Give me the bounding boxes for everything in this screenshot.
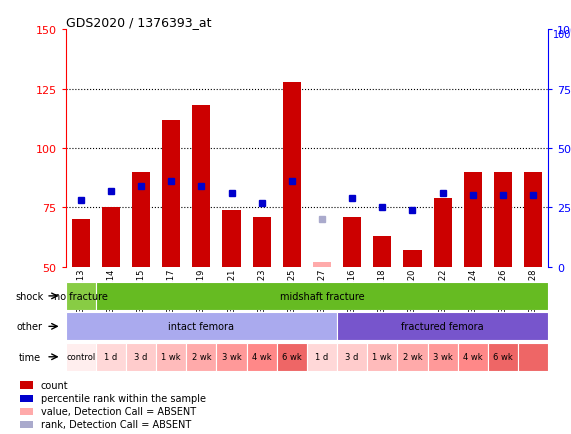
Bar: [66, 312, 337, 341]
Bar: [367, 343, 397, 371]
Bar: [518, 343, 548, 371]
Bar: [19, 381, 33, 390]
Text: 6 wk: 6 wk: [282, 352, 301, 362]
Text: 2 wk: 2 wk: [403, 352, 423, 362]
Text: 6 wk: 6 wk: [493, 352, 513, 362]
Text: rank, Detection Call = ABSENT: rank, Detection Call = ABSENT: [41, 420, 191, 430]
Bar: [126, 343, 156, 371]
Bar: [247, 343, 277, 371]
Bar: [162, 120, 180, 267]
Text: value, Detection Call = ABSENT: value, Detection Call = ABSENT: [41, 407, 196, 417]
Bar: [96, 343, 126, 371]
Text: time: time: [19, 352, 41, 362]
Bar: [66, 282, 96, 310]
Bar: [156, 343, 186, 371]
Bar: [19, 408, 33, 415]
Bar: [494, 172, 512, 267]
Text: 1 wk: 1 wk: [372, 352, 392, 362]
Bar: [403, 250, 421, 267]
Bar: [66, 343, 96, 371]
Text: 4 wk: 4 wk: [463, 352, 482, 362]
Bar: [397, 343, 428, 371]
Bar: [458, 343, 488, 371]
Text: 100%: 100%: [553, 30, 571, 40]
Bar: [102, 208, 120, 267]
Text: 1 d: 1 d: [315, 352, 329, 362]
Text: 1 d: 1 d: [104, 352, 118, 362]
Bar: [132, 172, 150, 267]
Text: 1 wk: 1 wk: [162, 352, 181, 362]
Bar: [283, 82, 301, 267]
Bar: [307, 343, 337, 371]
Bar: [524, 172, 542, 267]
Bar: [433, 198, 452, 267]
Bar: [343, 217, 361, 267]
Bar: [464, 172, 482, 267]
Text: fractured femora: fractured femora: [401, 322, 484, 332]
Bar: [192, 106, 210, 267]
Bar: [72, 220, 90, 267]
Bar: [223, 210, 240, 267]
Bar: [277, 343, 307, 371]
Text: 2 wk: 2 wk: [191, 352, 211, 362]
Text: other: other: [17, 322, 43, 332]
Text: shock: shock: [15, 291, 44, 301]
Bar: [428, 343, 458, 371]
Text: intact femora: intact femora: [168, 322, 234, 332]
Bar: [216, 343, 247, 371]
Text: count: count: [41, 381, 69, 391]
Text: 3 wk: 3 wk: [222, 352, 242, 362]
Bar: [186, 343, 216, 371]
Bar: [19, 395, 33, 402]
Text: 3 wk: 3 wk: [433, 352, 452, 362]
Bar: [373, 236, 391, 267]
Text: 3 d: 3 d: [134, 352, 148, 362]
Bar: [313, 262, 331, 267]
Text: 3 d: 3 d: [345, 352, 359, 362]
Text: control: control: [66, 352, 95, 362]
Text: midshaft fracture: midshaft fracture: [280, 291, 364, 301]
Text: no fracture: no fracture: [54, 291, 108, 301]
Bar: [337, 343, 367, 371]
Text: percentile rank within the sample: percentile rank within the sample: [41, 394, 206, 404]
Text: 4 wk: 4 wk: [252, 352, 271, 362]
Bar: [252, 217, 271, 267]
Text: GDS2020 / 1376393_at: GDS2020 / 1376393_at: [66, 16, 211, 29]
Bar: [19, 421, 33, 428]
Bar: [488, 343, 518, 371]
Bar: [337, 312, 548, 341]
